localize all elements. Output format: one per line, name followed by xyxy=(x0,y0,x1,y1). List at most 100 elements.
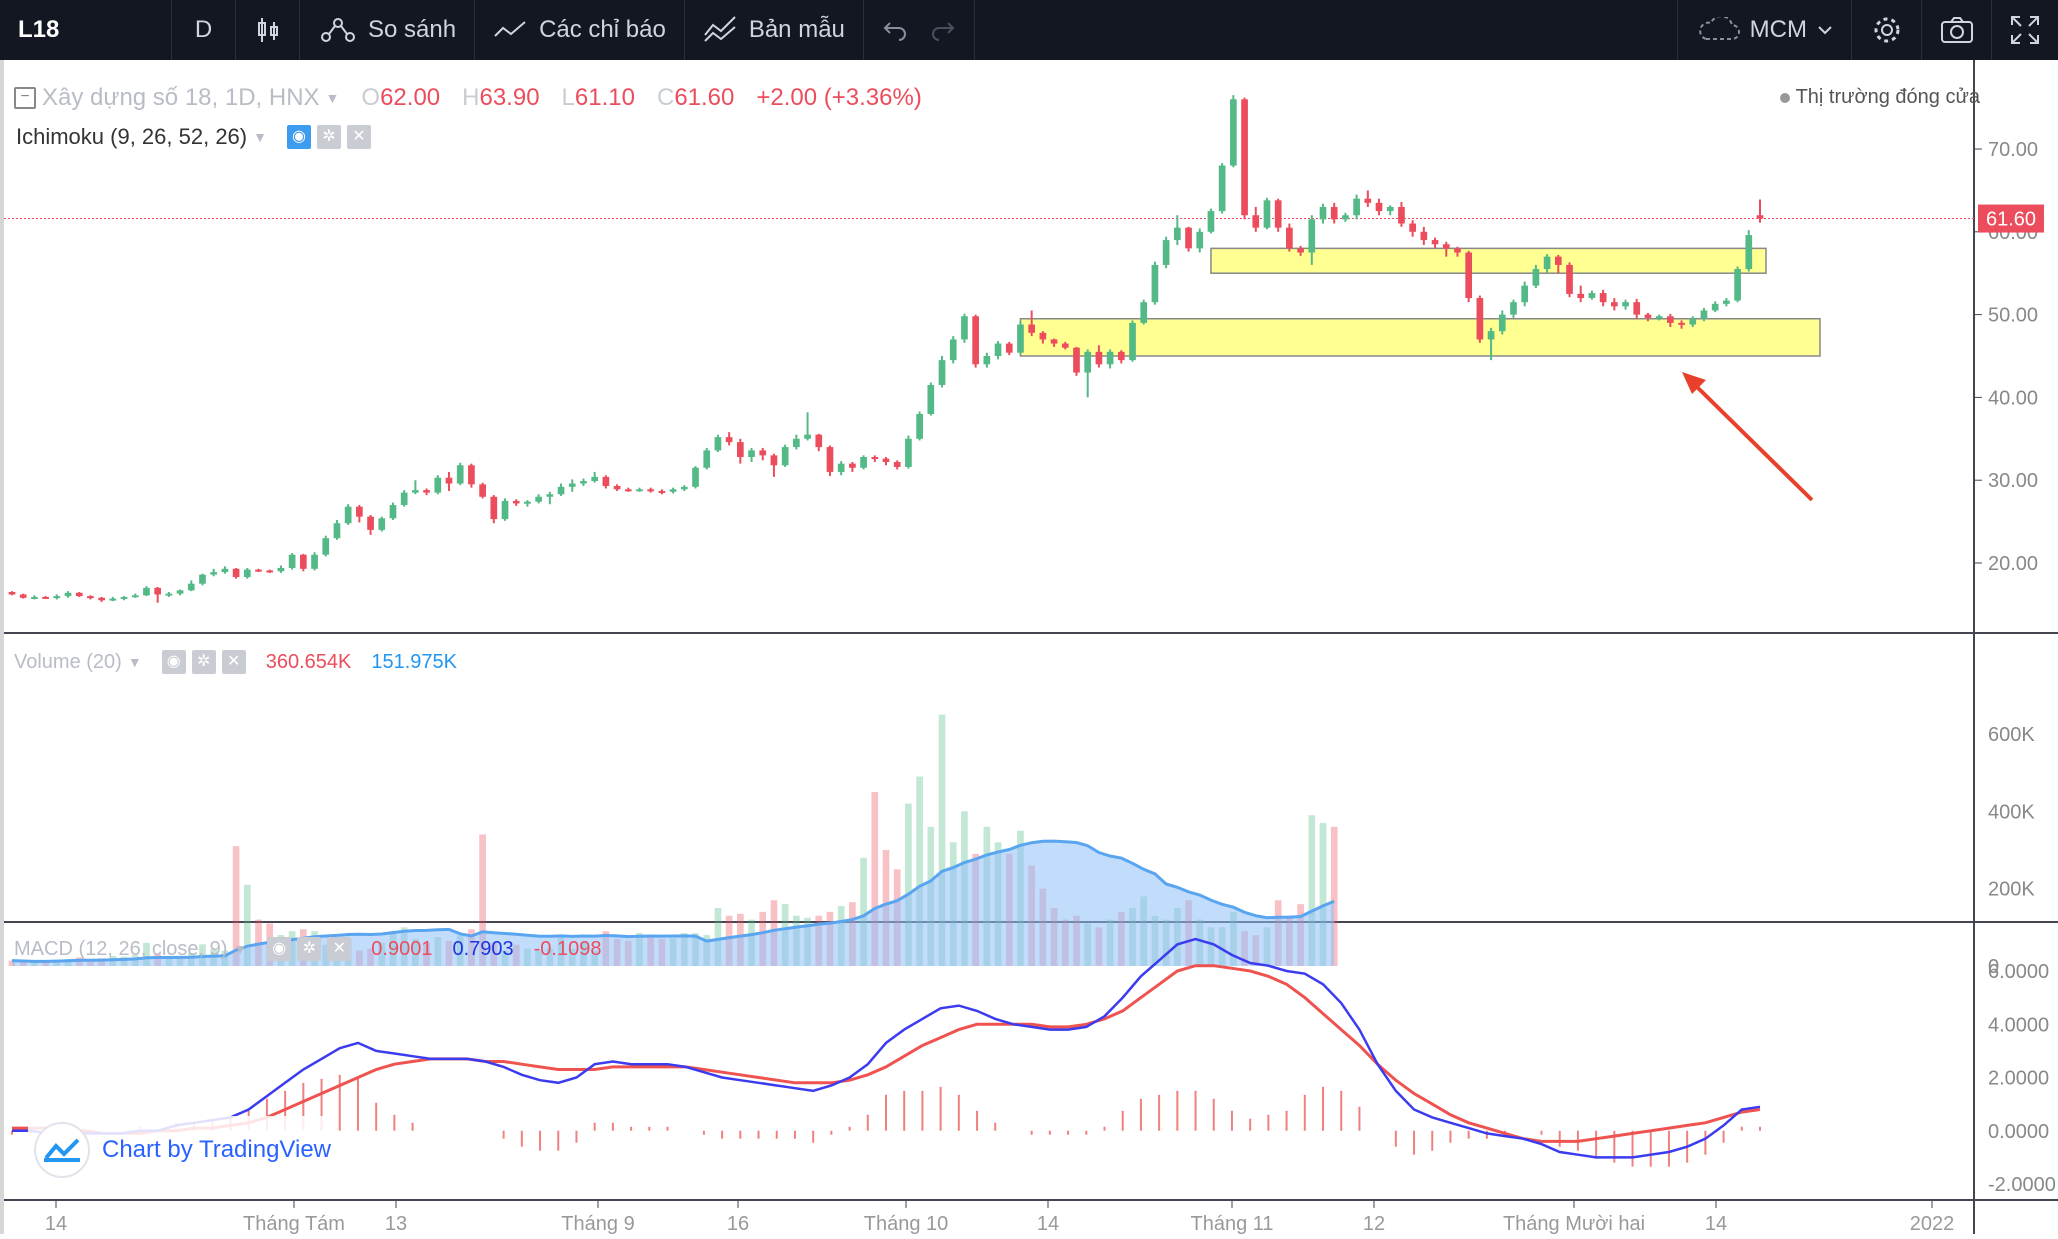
eye-icon[interactable]: ◉ xyxy=(286,125,311,149)
candle-body xyxy=(187,583,195,591)
candle-body xyxy=(165,593,173,596)
candle-body xyxy=(53,596,61,599)
candle-body xyxy=(736,442,744,458)
last-price-label: 61.60 xyxy=(1986,209,2036,231)
account-button[interactable]: MCM xyxy=(1676,0,1852,60)
volume-ma-line xyxy=(11,839,1335,963)
symbol-search[interactable]: L18 xyxy=(0,0,172,60)
time-tick-label: Tháng 11 xyxy=(1190,1213,1273,1234)
compare-label: So sánh xyxy=(368,16,457,43)
volume-bar xyxy=(860,857,867,966)
price-tick-label: 70.00 xyxy=(1988,139,2038,161)
candle-body xyxy=(692,467,699,487)
compare-button[interactable]: So sánh xyxy=(300,0,476,60)
redo-icon[interactable] xyxy=(930,19,956,41)
candle-body xyxy=(1521,285,1529,303)
macd-tick-label: 0.0000 xyxy=(1988,1121,2049,1143)
chevron-down-icon[interactable]: ▼ xyxy=(233,941,248,957)
candle-body xyxy=(277,567,285,572)
histogram-value: -0.1098 xyxy=(533,937,602,960)
macd-tick-label: 2.0000 xyxy=(1988,1068,2049,1090)
close-value: 61.60 xyxy=(674,84,735,111)
undo-icon[interactable] xyxy=(882,19,908,41)
candle-body xyxy=(143,587,150,596)
settings-button[interactable] xyxy=(1852,0,1922,60)
candle-body xyxy=(658,490,666,493)
candle-body xyxy=(266,570,274,573)
close-icon[interactable]: ✕ xyxy=(346,125,371,149)
close-icon[interactable]: ✕ xyxy=(221,650,246,674)
change-value: +2.00 (+3.36%) xyxy=(756,84,922,111)
candle-body xyxy=(591,476,599,482)
candle-body xyxy=(524,501,531,504)
chevron-down-icon[interactable]: ▼ xyxy=(325,90,340,106)
candle-body xyxy=(490,496,498,520)
volume-bar xyxy=(1308,815,1316,966)
candle-body xyxy=(1622,302,1629,307)
market-status-label: Thị trường đóng cửa xyxy=(1795,86,1980,108)
candle-body xyxy=(445,477,453,484)
candle-body xyxy=(557,486,565,495)
candle-body xyxy=(512,500,520,504)
tradingview-logo[interactable]: Chart by TradingView xyxy=(28,1116,338,1184)
gear-icon[interactable]: ✲ xyxy=(297,937,322,961)
close-label: C xyxy=(656,84,675,111)
eye-icon[interactable]: ◉ xyxy=(267,937,292,961)
candle-body xyxy=(1129,322,1136,361)
candle-body xyxy=(1230,99,1237,166)
chart-area[interactable]: 70.00 60.00 50.00 40.00 30.00 20.00 61.60 600K 4… xyxy=(0,60,2058,1235)
tradingview-icon xyxy=(34,1122,90,1178)
time-tick-label: 14 xyxy=(1705,1213,1727,1234)
price-tick-label: 40.00 xyxy=(1988,387,2038,409)
time-tick-label: 14 xyxy=(1037,1213,1059,1234)
candle-body xyxy=(714,437,722,451)
candle-body xyxy=(333,523,341,539)
candle-body xyxy=(64,592,72,597)
candle-body xyxy=(1039,332,1047,340)
status-dot-icon xyxy=(1779,92,1790,103)
candle-body xyxy=(1588,293,1596,299)
volume-bar xyxy=(938,714,946,966)
candle-body xyxy=(636,489,643,492)
volume-tick-label: 600K xyxy=(1988,724,2035,746)
volume-ma-area xyxy=(12,841,1335,966)
gear-icon[interactable]: ✲ xyxy=(191,650,216,674)
macd-label: MACD (12, 26, close, 9) xyxy=(14,937,228,960)
candle-body xyxy=(1274,200,1282,228)
chart-canvas[interactable]: 70.0060.0050.0040.0030.0020.0061.60600K4… xyxy=(4,60,2058,1235)
candle-body xyxy=(243,569,251,578)
candle-body xyxy=(367,516,374,530)
candle-body xyxy=(1543,256,1551,270)
candle-body xyxy=(1633,302,1641,315)
price-tick-label: 30.00 xyxy=(1988,470,2038,492)
indicators-button[interactable]: Các chỉ báo xyxy=(475,0,685,60)
macd-tick-label: 6.0000 xyxy=(1988,961,2049,983)
fullscreen-button[interactable] xyxy=(1992,0,2058,60)
interval-button[interactable]: D xyxy=(172,0,236,60)
templates-button[interactable]: Bản mẫu xyxy=(685,0,864,60)
time-tick-label: 13 xyxy=(385,1213,407,1234)
close-icon[interactable]: ✕ xyxy=(327,937,352,961)
candle-body xyxy=(1375,202,1383,212)
last-price-badge xyxy=(1978,204,2044,233)
account-label: MCM xyxy=(1749,16,1807,43)
gear-icon[interactable]: ✲ xyxy=(316,125,341,149)
candle-body xyxy=(400,492,408,506)
chart-type-button[interactable] xyxy=(236,0,300,60)
eye-icon[interactable]: ◉ xyxy=(161,650,186,674)
candle-body xyxy=(826,447,834,472)
time-tick-label: Tháng 9 xyxy=(561,1213,634,1234)
candle-body xyxy=(983,356,991,365)
collapse-icon[interactable]: − xyxy=(14,87,36,109)
candle-body xyxy=(1532,269,1540,286)
chevron-down-icon[interactable]: ▼ xyxy=(253,129,267,145)
snapshot-button[interactable] xyxy=(1922,0,1992,60)
price-tick-label: 20.00 xyxy=(1988,553,2038,575)
support-zone xyxy=(1210,247,1767,274)
market-status: Thị trường đóng cửa xyxy=(1779,86,1980,109)
candle-body xyxy=(1409,223,1416,232)
candle-body xyxy=(1442,244,1450,249)
chevron-down-icon[interactable]: ▼ xyxy=(127,654,142,670)
annotation-arrow xyxy=(1692,382,1814,502)
candle-body xyxy=(748,450,755,458)
